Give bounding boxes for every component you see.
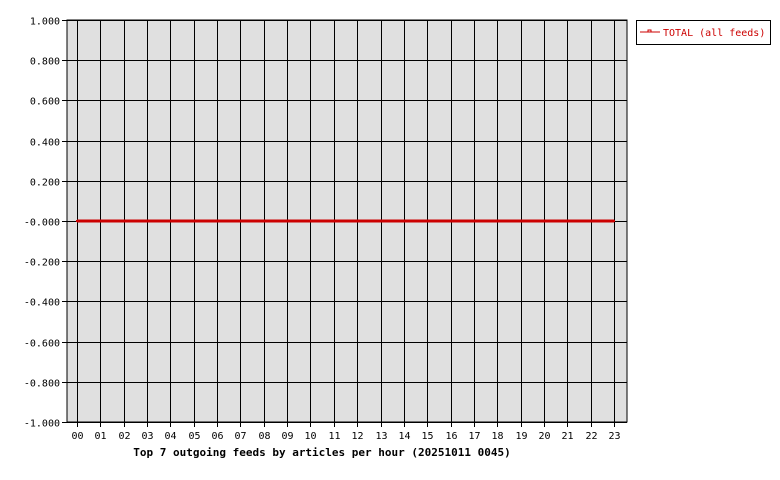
data-point (519, 220, 522, 222)
x-tick-label: 03 (141, 431, 153, 442)
y-tick-label: 0.600 (30, 97, 60, 108)
data-point (309, 220, 312, 222)
y-tick-label: 1.000 (30, 17, 60, 28)
data-point (379, 220, 382, 222)
data-point (472, 220, 475, 222)
chart-title: Top 7 outgoing feeds by articles per hou… (133, 446, 511, 459)
x-tick-label: 19 (515, 431, 527, 442)
x-tick-label: 16 (445, 431, 457, 442)
data-point (99, 220, 102, 222)
data-point (239, 220, 242, 222)
data-point (449, 220, 452, 222)
x-tick-label: 17 (468, 431, 480, 442)
data-point (426, 220, 429, 222)
data-point (76, 220, 78, 222)
x-tick-label: 12 (351, 431, 363, 442)
legend-swatch-marker (647, 29, 652, 33)
data-point (146, 220, 149, 222)
x-tick-label: 14 (398, 431, 410, 442)
x-tick-label: 22 (585, 431, 597, 442)
data-point (192, 220, 195, 222)
data-point (262, 220, 265, 222)
data-point (613, 220, 615, 222)
x-tick-label: 18 (491, 431, 503, 442)
y-tick-label: -0.800 (24, 379, 60, 390)
data-point (496, 220, 499, 222)
x-tick-label: 21 (561, 431, 573, 442)
x-tick-label: 20 (538, 431, 550, 442)
data-point (169, 220, 172, 222)
legend: TOTAL (all feeds) (636, 20, 771, 45)
y-tick-label: -0.200 (24, 258, 60, 269)
x-tick-label: 05 (188, 431, 200, 442)
data-point (566, 220, 569, 222)
data-point (122, 220, 125, 222)
y-tick-label: 0.200 (30, 178, 60, 189)
x-tick-label: 02 (118, 431, 130, 442)
legend-label: TOTAL (all feeds) (663, 28, 765, 39)
x-tick-label: 11 (328, 431, 340, 442)
x-tick-label: 15 (421, 431, 433, 442)
y-tick-label: -0.600 (24, 339, 60, 350)
data-point (216, 220, 219, 222)
y-tick-label: 0.800 (30, 57, 60, 68)
x-tick-label: 09 (281, 431, 293, 442)
y-tick-label: -0.400 (24, 298, 60, 309)
legend-box (636, 20, 771, 45)
y-tick-label: -1.000 (24, 419, 60, 430)
x-tick-label: 23 (608, 431, 620, 442)
x-tick-label: 00 (71, 431, 83, 442)
x-tick-label: 10 (304, 431, 316, 442)
x-tick-label: 13 (375, 431, 387, 442)
data-point (589, 220, 592, 222)
data-point (542, 220, 545, 222)
x-tick-label: 06 (211, 431, 223, 442)
x-tick-label: 01 (94, 431, 106, 442)
y-tick-label: 0.400 (30, 138, 60, 149)
x-tick-label: 07 (234, 431, 246, 442)
data-point (356, 220, 359, 222)
y-tick-label: -0.000 (24, 218, 60, 229)
data-point (332, 220, 335, 222)
x-tick-label: 08 (258, 431, 270, 442)
x-tick-label: 04 (164, 431, 176, 442)
data-point (286, 220, 289, 222)
data-point (402, 220, 405, 222)
